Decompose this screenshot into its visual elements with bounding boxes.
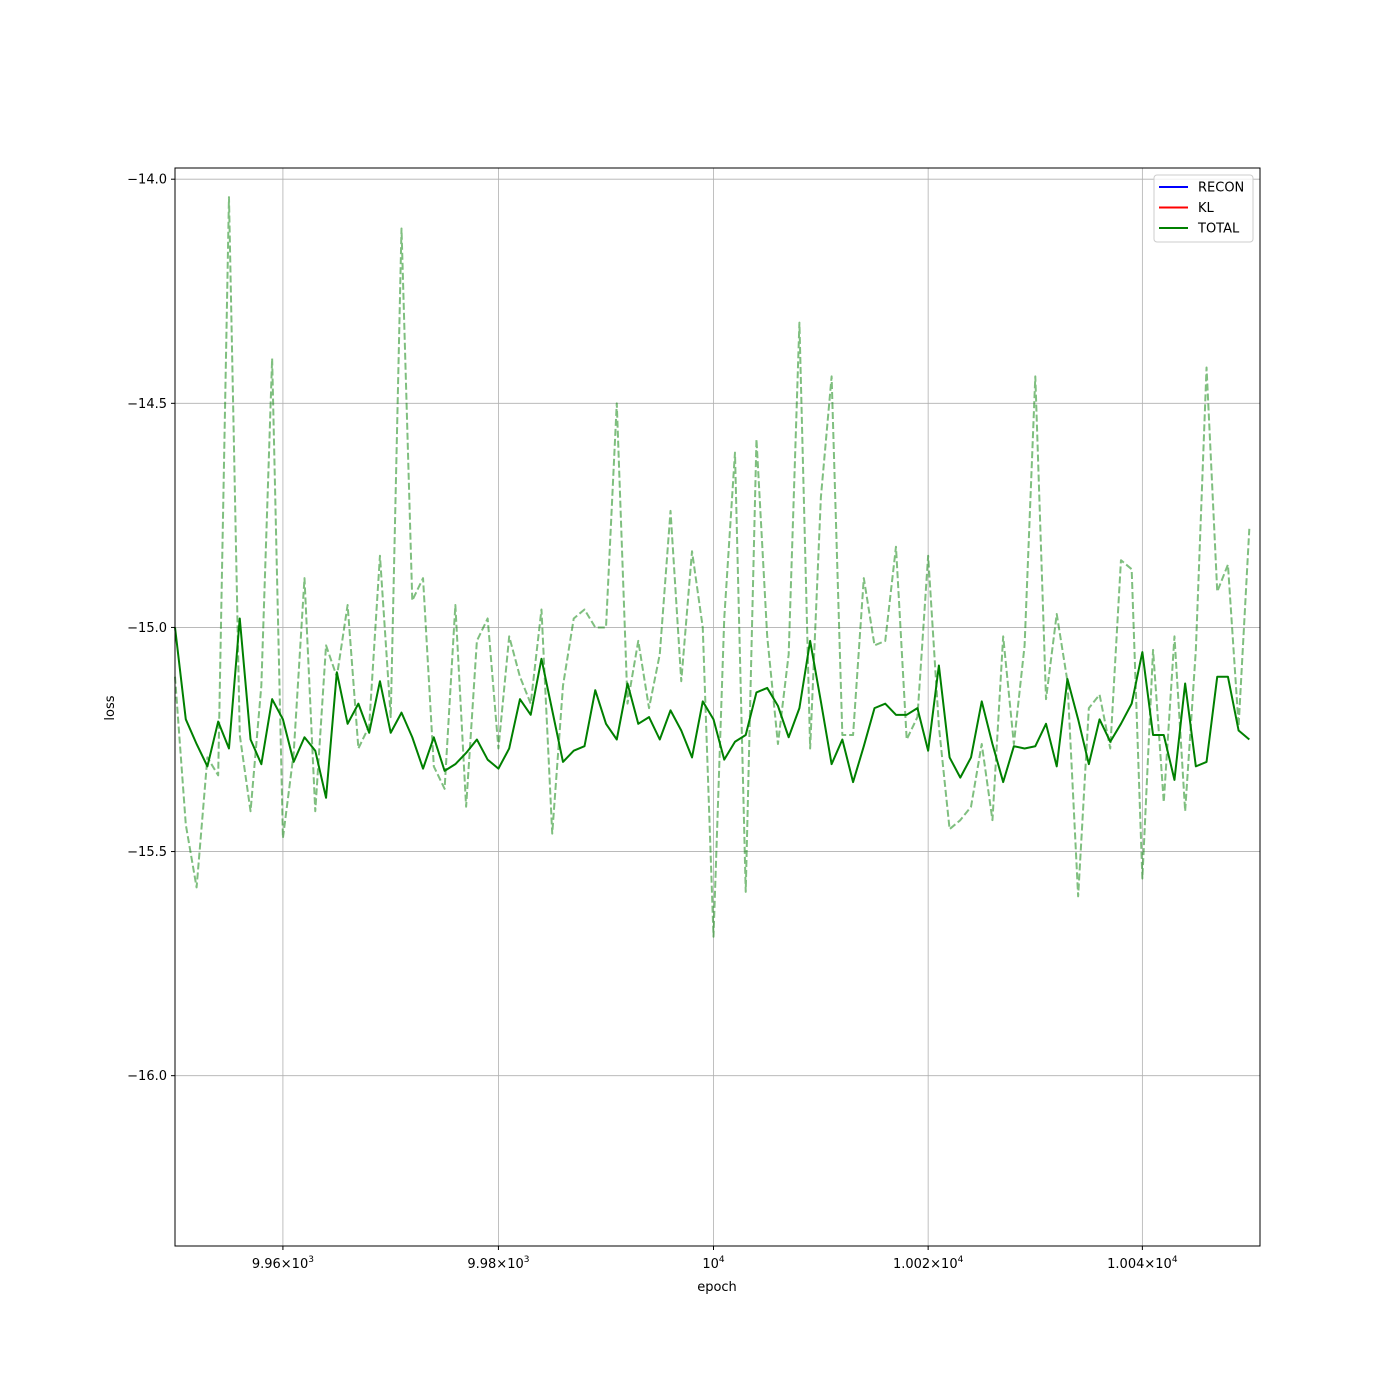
legend: RECON KL TOTAL (1153, 174, 1254, 243)
x-tick-label: 104 (702, 1255, 725, 1272)
y-tick-label: −15.0 (127, 621, 167, 636)
legend-label-kl: KL (1198, 201, 1215, 216)
dashed-series-line (174, 196, 1251, 938)
y-tick-label: −14.5 (127, 397, 167, 412)
x-axis-label: epoch (697, 1280, 737, 1295)
legend-label-total: TOTAL (1197, 222, 1240, 237)
x-axis-ticks: 9.96×103 9.98×103 104 1.002×104 1.004×104 (252, 1246, 1178, 1272)
total-line (174, 617, 1250, 799)
series-lines (174, 196, 1251, 938)
x-tick-label: 1.004×104 (1107, 1255, 1178, 1272)
grid-lines (175, 168, 1260, 1246)
y-axis-label: loss (103, 695, 118, 720)
x-tick-label: 9.96×103 (252, 1255, 314, 1272)
y-tick-label: −14.0 (127, 173, 167, 188)
x-tick-label: 9.98×103 (467, 1255, 529, 1272)
y-tick-label: −16.0 (127, 1069, 167, 1084)
legend-box (1153, 174, 1254, 243)
legend-label-recon: RECON (1198, 181, 1244, 196)
y-axis-ticks: −14.0 −14.5 −15.0 −15.5 −16.0 (127, 173, 175, 1084)
plot-frame (174, 167, 1261, 1247)
y-tick-label: −15.5 (127, 845, 167, 860)
x-tick-label: 1.002×104 (893, 1255, 964, 1272)
